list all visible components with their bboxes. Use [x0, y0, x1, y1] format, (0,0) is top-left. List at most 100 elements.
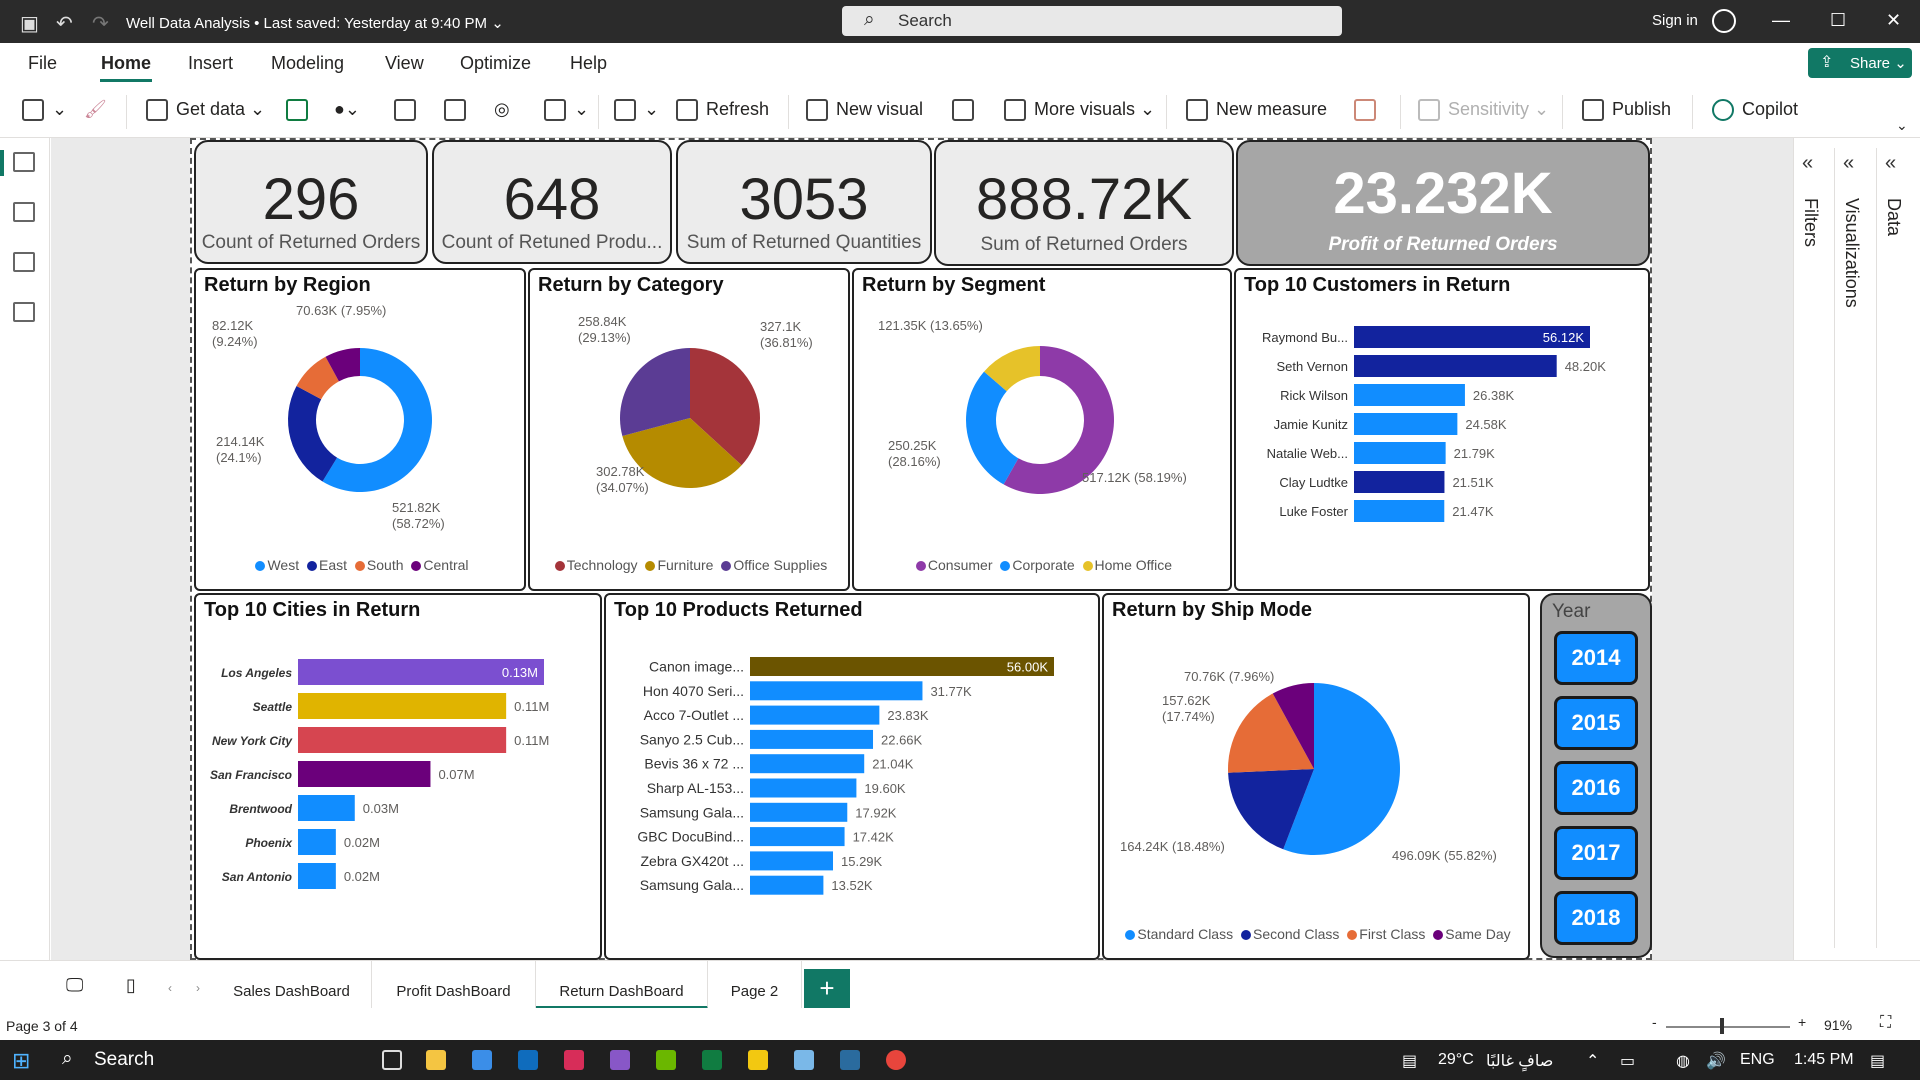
excel-taskbar-icon[interactable]: [702, 1050, 722, 1070]
slice-standard-class[interactable]: [1283, 683, 1400, 855]
bar[interactable]: [750, 827, 845, 847]
mail-icon[interactable]: [518, 1050, 538, 1070]
bar[interactable]: [750, 729, 874, 749]
new-visual-button[interactable]: New visual: [806, 99, 923, 122]
products-bar-visual[interactable]: Top 10 Products Returned Canon image... 5…: [604, 593, 1100, 960]
slice-west[interactable]: [322, 348, 432, 492]
bar[interactable]: [298, 693, 507, 719]
dax-query-icon[interactable]: [13, 302, 35, 322]
enter-data-icon[interactable]: [444, 99, 474, 122]
bar[interactable]: [750, 802, 848, 822]
year-2018-button[interactable]: 2018: [1554, 891, 1638, 945]
year-2017-button[interactable]: 2017: [1554, 826, 1638, 880]
visual-studio-icon[interactable]: [610, 1050, 630, 1070]
maximize-icon[interactable]: ☐: [1830, 10, 1847, 30]
more-visuals-button[interactable]: More visuals ⌄: [1004, 99, 1155, 122]
undo-icon[interactable]: ↶: [56, 13, 73, 35]
bar[interactable]: [298, 727, 507, 753]
tab-profit-dashboard[interactable]: Profit DashBoard: [372, 961, 536, 1009]
chrome-icon[interactable]: [886, 1050, 906, 1070]
app-icon[interactable]: [656, 1050, 676, 1070]
bar[interactable]: [1354, 500, 1445, 522]
menu-home[interactable]: Home: [101, 53, 152, 73]
fit-page-icon[interactable]: ⛶: [1880, 1014, 1892, 1031]
bar[interactable]: [298, 659, 544, 685]
tab-page-2[interactable]: Page 2: [708, 961, 802, 1009]
collapse-chevron-icon[interactable]: «: [1802, 152, 1814, 174]
save-icon[interactable]: ▣: [20, 13, 39, 35]
tab-sales-dashboard[interactable]: Sales DashBoard: [212, 961, 372, 1009]
bar[interactable]: [750, 681, 923, 701]
sql-icon[interactable]: [394, 99, 424, 122]
bar[interactable]: [1354, 355, 1557, 377]
bar[interactable]: [1354, 326, 1590, 348]
tray-chevron-icon[interactable]: ⌃: [1586, 1053, 1600, 1070]
legend-entry[interactable]: Standard Class: [1137, 926, 1237, 942]
store-icon[interactable]: [472, 1050, 492, 1070]
bar[interactable]: [750, 754, 865, 774]
get-data-button[interactable]: Get data ⌄: [146, 99, 265, 122]
legend-entry[interactable]: Home Office: [1094, 557, 1173, 573]
desktop-layout-icon[interactable]: 🖵: [66, 975, 84, 995]
weather-icon[interactable]: ▤: [1402, 1053, 1418, 1070]
dataverse-icon[interactable]: ◎: [494, 99, 510, 119]
kpi-card-returned-sales[interactable]: 888.72K Sum of Returned Orders: [934, 140, 1234, 266]
excel-icon[interactable]: [286, 99, 316, 122]
bar[interactable]: [298, 795, 355, 821]
slice-consumer[interactable]: [1003, 346, 1114, 494]
weather-temp[interactable]: 29°C: [1438, 1051, 1474, 1068]
bar[interactable]: [750, 657, 1054, 676]
slice-south[interactable]: [296, 356, 339, 400]
bar[interactable]: [1354, 413, 1458, 435]
menu-modeling[interactable]: Modeling: [271, 53, 345, 73]
menu-optimize[interactable]: Optimize: [460, 53, 532, 73]
bar[interactable]: [298, 829, 336, 855]
customers-bar-visual[interactable]: Top 10 Customers in Return Raymond Bu...…: [1234, 268, 1650, 591]
legend-entry[interactable]: Office Supplies: [733, 557, 828, 573]
visualizations-pane[interactable]: « Visualizations: [1834, 148, 1870, 948]
weather-desc[interactable]: صافٍ غالبًا: [1486, 1053, 1554, 1070]
slice-east[interactable]: [288, 386, 338, 482]
slice-furniture[interactable]: [622, 418, 742, 488]
collapse-ribbon-icon[interactable]: ⌄: [1896, 117, 1908, 133]
filters-pane[interactable]: « Filters: [1794, 148, 1830, 948]
legend-entry[interactable]: First Class: [1359, 926, 1430, 942]
year-2015-button[interactable]: 2015: [1554, 696, 1638, 750]
bar[interactable]: [750, 851, 834, 871]
indesign-icon[interactable]: [564, 1050, 584, 1070]
app-k-icon[interactable]: [840, 1050, 860, 1070]
zoom-out-icon[interactable]: -: [1652, 1014, 1657, 1030]
battery-icon[interactable]: ▭: [1620, 1053, 1636, 1070]
mobile-layout-icon[interactable]: ▯: [126, 975, 136, 995]
kpi-card-returned-profit[interactable]: 23.232K Profit of Returned Orders: [1236, 140, 1650, 266]
legend-entry[interactable]: East: [319, 557, 351, 573]
shipmode-pie-visual[interactable]: Return by Ship Mode 496.09K (55.82%) 164.…: [1102, 593, 1530, 960]
zoom-slider-thumb[interactable]: [1720, 1018, 1724, 1034]
task-view-icon[interactable]: [382, 1050, 402, 1070]
bar[interactable]: [1354, 471, 1445, 493]
avatar-icon[interactable]: [1712, 9, 1736, 33]
language-indicator[interactable]: ENG: [1740, 1051, 1775, 1068]
cities-bar-visual[interactable]: Top 10 Cities in Return Los Angeles 0.13M…: [194, 593, 602, 960]
collapse-chevron-icon[interactable]: «: [1885, 152, 1897, 174]
close-icon[interactable]: ✕: [1886, 10, 1902, 30]
minimize-icon[interactable]: —: [1772, 10, 1790, 30]
segment-donut-visual[interactable]: Return by Segment 517.12K (58.19%) 250.25…: [852, 268, 1232, 591]
legend-entry[interactable]: Technology: [566, 557, 642, 573]
prev-page-icon[interactable]: ‹: [168, 981, 172, 995]
paste-button[interactable]: ⌄: [22, 99, 67, 122]
slice-central[interactable]: [325, 348, 360, 382]
slice-first-class[interactable]: [1228, 693, 1314, 773]
collapse-chevron-icon[interactable]: «: [1843, 152, 1855, 174]
copilot-button[interactable]: Copilot: [1712, 99, 1798, 122]
slice-second-class[interactable]: [1228, 769, 1314, 850]
data-pane[interactable]: « Data: [1876, 148, 1912, 948]
zoom-slider[interactable]: [1666, 1026, 1790, 1028]
file-explorer-icon[interactable]: [426, 1050, 446, 1070]
legend-entry[interactable]: West: [267, 557, 303, 573]
legend-entry[interactable]: Corporate: [1012, 557, 1079, 573]
slice-corporate[interactable]: [966, 371, 1019, 485]
kpi-card-returned-quantities[interactable]: 3053 Sum of Returned Quantities: [676, 140, 932, 264]
transform-data-icon[interactable]: ⌄: [614, 99, 659, 122]
format-painter-icon[interactable]: 🖌: [84, 99, 107, 119]
